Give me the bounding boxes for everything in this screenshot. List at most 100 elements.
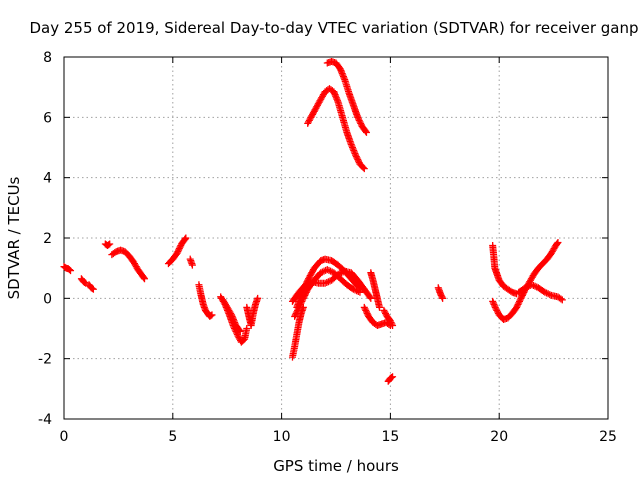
data-point [312,104,320,112]
data-point [305,279,313,287]
data-point [546,291,554,299]
data-point [182,234,190,242]
data-point [67,267,75,275]
y-tick-label: -4 [38,412,52,428]
grid-lines [64,57,608,419]
data-point [106,240,114,248]
data-point [188,261,196,269]
series-arc-17 [323,58,370,136]
data-point [207,312,215,320]
data-point [518,293,526,301]
data-point [438,293,446,301]
data-point [362,308,370,316]
data-point [243,325,251,332]
data-point [235,334,243,342]
data-point [389,373,397,381]
data-point [82,279,90,287]
data-point [234,332,242,340]
data-point [305,273,313,281]
data-point [529,282,537,290]
data-point [310,107,318,115]
series-arc-24 [489,239,562,323]
data-point [491,302,499,310]
data-point [305,116,313,124]
data-point [354,157,362,165]
data-point [388,320,396,328]
data-point [492,305,500,313]
data-point [554,239,562,247]
data-point [292,309,300,317]
data-point [320,267,328,275]
data-point [324,278,332,286]
data-point [327,267,335,275]
series-arc-01 [60,263,75,275]
data-point [523,283,531,291]
data-point [323,266,331,274]
data-point [376,303,384,311]
data-point [337,269,345,277]
data-point [515,299,523,307]
data-point [491,303,499,311]
data-point [325,266,333,274]
series-arc-02 [77,275,90,287]
series-arc-16 [304,85,368,173]
data-point [544,290,552,298]
data-point [367,294,375,302]
data-point [305,118,313,126]
y-tick-label: 6 [43,110,52,126]
data-point [437,291,445,299]
series-arc-23 [489,242,521,298]
data-point [349,285,357,293]
series-arc-21 [384,373,397,385]
data-point [311,106,319,114]
data-point [362,306,370,314]
data-point [314,101,322,109]
y-tick-label: 0 [43,291,52,307]
data-point [314,100,322,108]
series-arc-11 [243,294,262,329]
series-arc-05 [108,246,149,283]
data-point [308,112,316,120]
data-point [254,294,262,302]
data-point [317,269,325,277]
data-point [363,309,371,317]
data-point [323,278,331,286]
data-point [489,299,497,307]
series-arc-10 [219,296,244,336]
data-point [361,305,369,313]
data-point [355,116,363,124]
data-point [380,306,388,314]
data-point [553,240,561,248]
series-arc-20 [380,306,397,329]
y-tick-label: 2 [43,231,52,247]
data-point [227,309,235,317]
data-point [362,128,370,136]
data-point [235,326,243,334]
data-point [558,296,566,304]
chart-title: Day 255 of 2019, Sidereal Day-to-day VTE… [29,19,638,37]
data-point [303,280,311,288]
data-point [353,154,361,162]
data-point [516,297,524,305]
data-point [513,302,521,310]
data-point [359,163,367,171]
series-arc-12 [288,303,307,361]
data-point [173,249,181,257]
data-point [360,165,368,173]
y-tick-labels: -4 -2 0 2 4 6 8 [38,50,52,428]
x-tick-label: 20 [490,429,508,445]
y-tick-label: 8 [43,50,52,66]
x-tick-label: 15 [381,429,399,445]
data-point [386,317,394,325]
data-point [291,312,299,320]
data-point [315,98,323,106]
data-point [354,115,362,123]
data-point [521,284,529,292]
x-tick-label: 25 [599,429,617,445]
series-arc-03 [85,281,97,293]
data-point [541,288,549,296]
data-point [489,297,497,305]
data-point [382,309,390,317]
x-tick-label: 5 [168,429,177,445]
data-point [309,110,317,118]
